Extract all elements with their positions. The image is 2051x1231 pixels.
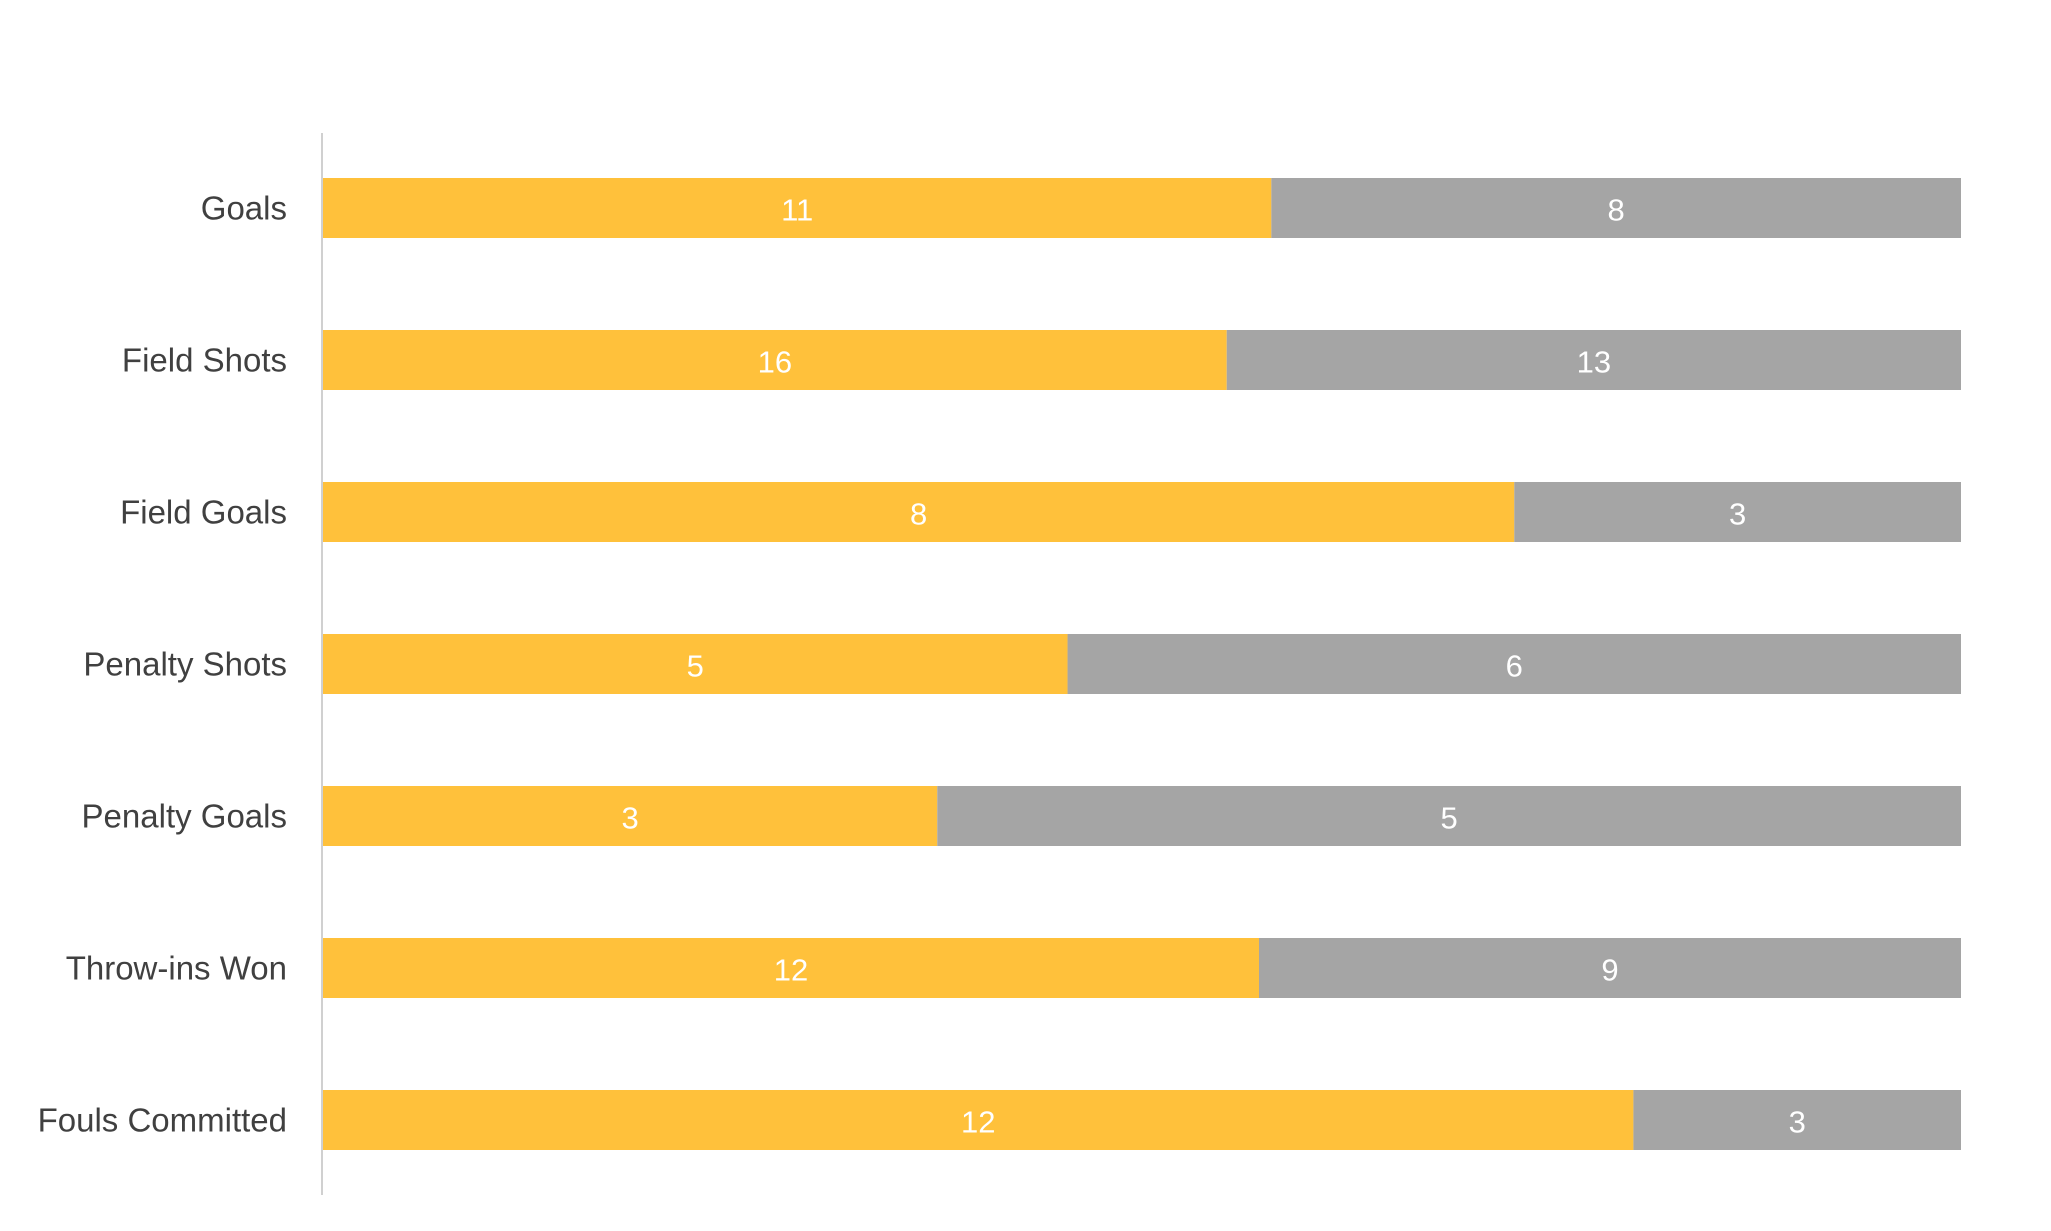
bar-segment [323,178,1272,238]
bar-segment [323,786,938,846]
data-label: 8 [910,497,927,532]
bar-segment [323,1090,1634,1150]
plot-area: Goals 11 8 Field Shots 16 13 Field Goals 8 3 Pena… [38,178,1961,1150]
category-label: Penalty Shots [83,646,287,683]
bar-segment [1514,482,1961,542]
category-label: Throw-ins Won [66,950,287,987]
category-label: Fouls Committed [38,1102,287,1139]
data-label: 13 [1577,345,1611,380]
bar-segment [323,634,1068,694]
category-label: Field Shots [122,342,287,379]
bar-segment [323,938,1259,998]
category-label: Goals [201,190,287,227]
data-label: 9 [1601,953,1618,988]
data-label: 11 [781,193,813,228]
data-label: 3 [1789,1105,1806,1140]
data-label: 3 [622,801,639,836]
data-label: 12 [774,953,808,988]
bar-segment [1271,178,1961,238]
bar-segment [937,786,1961,846]
bar-segment [1067,634,1961,694]
data-label: 12 [961,1105,995,1140]
bar-segment [1226,330,1961,390]
bar-segment [323,482,1515,542]
data-label: 5 [1441,801,1458,836]
bar-segment [1259,938,1961,998]
data-label: 6 [1506,649,1523,684]
data-label: 5 [687,649,704,684]
data-label: 16 [758,345,792,380]
bar-segment [323,330,1227,390]
bar-segment [1633,1090,1961,1150]
category-label: Field Goals [120,494,287,531]
category-label: Penalty Goals [82,798,287,835]
data-label: 3 [1729,497,1746,532]
data-label: 8 [1608,193,1625,228]
